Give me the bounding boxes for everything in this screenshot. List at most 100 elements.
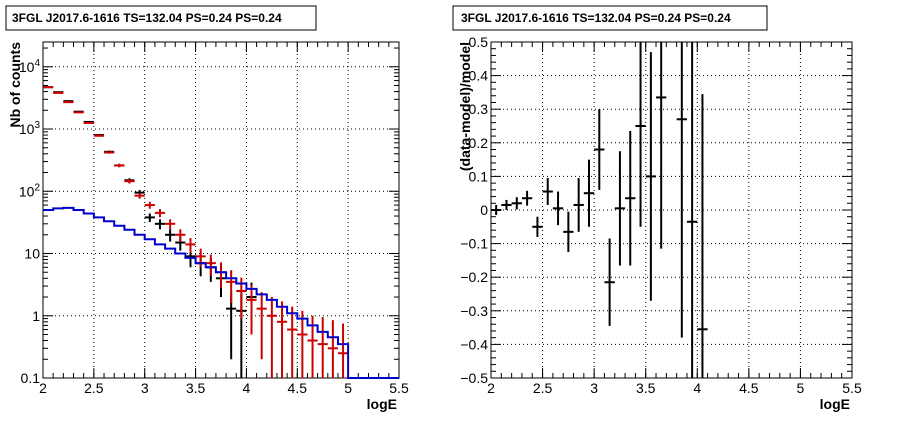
model-point xyxy=(53,91,64,94)
y-tick-label: 0.4 xyxy=(469,68,489,84)
residual-point xyxy=(532,216,543,237)
y-tick-label: −0.5 xyxy=(460,370,488,386)
model-point xyxy=(114,163,125,168)
left-title: 3FGL J2017.6-1616 TS=132.04 PS=0.24 PS=0… xyxy=(12,11,282,25)
model-point xyxy=(124,179,135,184)
x-tick-label: 2.5 xyxy=(533,380,553,396)
x-tick-label: 4.5 xyxy=(739,380,759,396)
right-x-label: logE xyxy=(820,396,850,412)
right-title-box xyxy=(452,5,768,31)
model-point xyxy=(287,306,298,378)
left-plot-frame xyxy=(42,41,400,379)
y-tick-label: 103 xyxy=(19,120,41,137)
x-tick-label: 3.5 xyxy=(636,380,656,396)
model-point xyxy=(246,285,257,335)
model-point xyxy=(93,134,105,137)
model-point xyxy=(327,320,338,378)
residual-point xyxy=(521,190,533,206)
data-point xyxy=(226,292,237,360)
y-tick-label: 0.1 xyxy=(469,168,489,184)
residual-point xyxy=(583,159,595,227)
residual-point xyxy=(635,42,646,227)
residual-point xyxy=(594,109,605,190)
model-point xyxy=(337,323,349,378)
right-ticks: 2 2.5 3 3.5 4 4.5 5 5.5 −0.5 −0.4 −0.3 −0.2 −0.1 0 0.1… xyxy=(460,34,862,396)
source-model-histogram xyxy=(43,206,399,379)
left-y-label: Nb of counts xyxy=(7,42,23,128)
right-title: 3FGL J2017.6-1616 TS=132.04 PS=0.24 PS=0… xyxy=(461,11,731,25)
x-tick-label: 4 xyxy=(693,380,701,396)
y-tick-label: 102 xyxy=(19,182,41,199)
y-tick-label: 10 xyxy=(24,246,40,262)
residual-point xyxy=(511,197,522,210)
x-tick-label: 2.5 xyxy=(84,380,104,396)
y-tick-label: 0.1 xyxy=(21,370,41,386)
right-grid xyxy=(491,42,852,378)
residual-point xyxy=(604,238,615,326)
y-tick-label: 0 xyxy=(480,202,488,218)
y-tick-label: −0.4 xyxy=(460,336,488,352)
y-tick-label: 104 xyxy=(19,58,41,75)
left-grid xyxy=(43,42,399,378)
y-tick-label: 0.5 xyxy=(469,34,489,50)
model-point xyxy=(205,254,216,276)
y-tick-label: 0.3 xyxy=(469,101,489,117)
residual-point xyxy=(491,204,502,216)
x-tick-label: 5 xyxy=(344,380,352,396)
x-tick-label: 5 xyxy=(797,380,805,396)
y-tick-label: 0.2 xyxy=(469,135,489,151)
data-point xyxy=(154,219,166,230)
model-point xyxy=(73,111,84,114)
model-point xyxy=(134,192,145,199)
residual-point xyxy=(501,199,512,210)
residual-point xyxy=(676,42,687,338)
model-point xyxy=(165,219,176,230)
residual-point xyxy=(573,178,584,232)
model-point xyxy=(144,201,155,209)
left-x-label: logE xyxy=(367,396,397,412)
right-y-label: (data-model)/model xyxy=(457,42,473,171)
right-panel: 3FGL J2017.6-1616 TS=132.04 PS=0.24 PS=0… xyxy=(452,5,862,412)
residual-point xyxy=(552,191,564,226)
model-point xyxy=(63,101,74,104)
y-tick-label: 1 xyxy=(32,308,40,324)
model-point xyxy=(43,86,54,89)
left-series xyxy=(43,86,399,379)
data-point xyxy=(144,213,155,223)
residual-point xyxy=(542,178,553,205)
y-tick-label: −0.3 xyxy=(460,303,488,319)
residual-point xyxy=(614,151,626,266)
residual-point xyxy=(625,131,636,266)
residual-point xyxy=(686,42,698,378)
model-point xyxy=(154,209,166,218)
left-title-box xyxy=(5,5,317,31)
model-point xyxy=(266,297,277,378)
x-tick-label: 3 xyxy=(141,380,149,396)
model-point xyxy=(256,292,267,360)
model-point xyxy=(185,238,196,253)
right-series xyxy=(491,42,708,378)
x-tick-label: 3 xyxy=(590,380,598,396)
model-point xyxy=(226,270,237,304)
y-tick-label: −0.2 xyxy=(460,269,488,285)
model-point xyxy=(297,310,308,378)
x-tick-label: 4.5 xyxy=(288,380,308,396)
x-tick-label: 2 xyxy=(487,380,495,396)
model-point xyxy=(175,229,186,242)
model-point xyxy=(104,151,115,154)
left-ticks: 2 2.5 3 3.5 4 4.5 5 5.5 0.1 1 10 102 103 104 xyxy=(19,42,409,396)
residual-point xyxy=(656,42,667,249)
residual-point xyxy=(645,52,657,301)
model-point xyxy=(83,121,94,124)
model-point xyxy=(317,317,328,378)
x-tick-label: 4 xyxy=(243,380,251,396)
residual-point xyxy=(697,94,708,378)
residual-point xyxy=(563,211,574,252)
y-tick-label: −0.1 xyxy=(460,236,488,252)
x-tick-label: 2 xyxy=(39,380,47,396)
left-panel: 3FGL J2017.6-1616 TS=132.04 PS=0.24 PS=0… xyxy=(5,5,409,412)
data-point xyxy=(165,229,176,242)
x-tick-label: 5.5 xyxy=(842,380,862,396)
model-point xyxy=(276,301,288,378)
